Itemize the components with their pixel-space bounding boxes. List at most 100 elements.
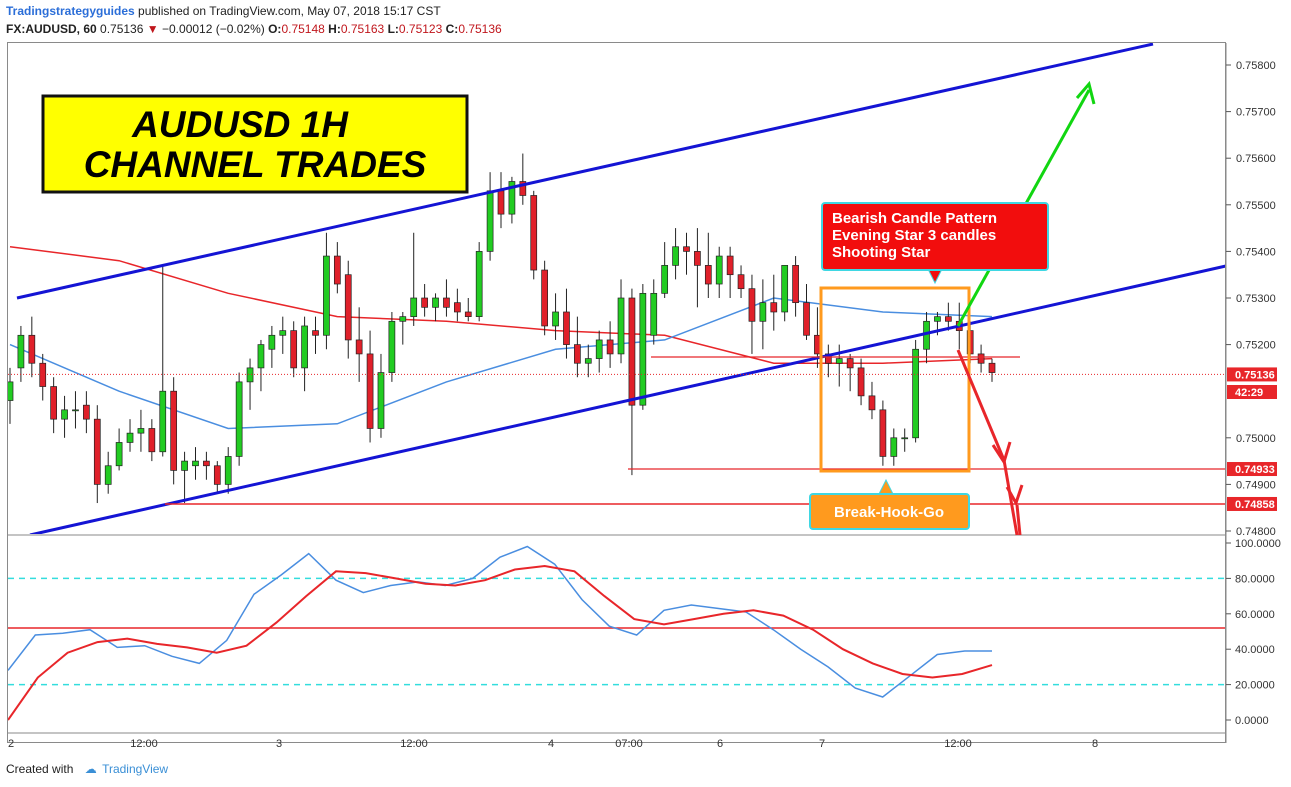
bull-candle: [388, 320, 396, 373]
title-line-1: AUDUSD 1H: [131, 104, 349, 145]
down-arrow-line: [1015, 504, 1022, 536]
bear-candle: [28, 334, 36, 364]
tradingview-logo-icon[interactable]: ☁: [84, 762, 97, 776]
bull-candle: [835, 358, 843, 364]
low-label: L:: [387, 22, 399, 36]
bull-candle: [661, 265, 669, 294]
bull-candle: [759, 302, 767, 322]
bear-candle: [748, 288, 756, 322]
bull-candle: [115, 442, 123, 467]
bull-candle: [159, 390, 167, 453]
bull-candle: [137, 428, 145, 434]
bull-candle: [584, 358, 592, 364]
bear-candle: [355, 339, 363, 355]
close-label: C:: [445, 22, 459, 36]
bull-candle: [432, 297, 439, 308]
time-tick-label: 12:00: [400, 738, 428, 750]
bull-candle: [508, 181, 516, 215]
bear-candle: [737, 274, 745, 290]
bear-candle: [726, 255, 734, 276]
bull-candle: [650, 292, 658, 336]
bull-candle: [912, 348, 919, 439]
open-value: 0.75148: [281, 22, 325, 36]
down-arrow-head-icon: [1005, 484, 1024, 507]
bull-candle: [781, 265, 789, 313]
price-tick-label: 0.75500: [1236, 200, 1276, 212]
bull-candle: [235, 381, 243, 457]
bear-candle: [574, 344, 581, 364]
bearish-pattern-label: [821, 202, 1049, 271]
bear-candle: [344, 274, 352, 341]
price-tag: [1227, 385, 1277, 399]
channel-upper-line: [16, 43, 1154, 300]
bear-candle: [868, 395, 876, 411]
bear-candle: [846, 358, 854, 369]
up-arrow-head-icon: [1075, 80, 1096, 105]
bear-candle: [443, 297, 450, 308]
bear-candle: [83, 404, 90, 420]
bull-candle: [595, 339, 603, 359]
osc-tick-label: 100.0000: [1235, 538, 1281, 550]
bear-candle: [497, 190, 505, 215]
price-tag: [1227, 367, 1277, 382]
price-tick-label: 0.74800: [1236, 526, 1276, 538]
down-arrow-head-icon: [991, 441, 1012, 466]
bear-candle: [770, 302, 778, 313]
bull-candle: [323, 255, 330, 336]
bear-candle: [203, 460, 210, 467]
bear-candle: [606, 339, 614, 355]
bear-candle: [803, 302, 810, 336]
price-tick-label: 0.75200: [1236, 340, 1276, 352]
bull-candle: [475, 251, 483, 317]
down-triangle-icon: ▼: [146, 22, 159, 36]
created-with-text: Created with: [6, 762, 74, 776]
bull-candle: [934, 316, 941, 322]
osc-tick-label: 60.0000: [1235, 609, 1275, 621]
bear-candle: [977, 353, 985, 364]
last-price: 0.75136: [100, 22, 144, 36]
author-link[interactable]: Tradingstrategyguides: [6, 4, 135, 18]
low-value: 0.75123: [398, 22, 443, 36]
symbol-header: FX:AUDUSD, 60 0.75136 ▼ −0.00012 (−0.02%…: [6, 22, 502, 36]
time-tick-label: 12:00: [130, 738, 158, 750]
bull-candle: [8, 381, 14, 401]
oscillator-line-2: [8, 564, 993, 721]
bull-candle: [17, 334, 25, 369]
bear-candle: [213, 465, 221, 485]
price-tag: [1227, 496, 1277, 511]
price-tag-label: 42:29: [1235, 387, 1263, 399]
high-value: 0.75163: [340, 22, 385, 36]
bearish-label-line: Evening Star 3 candles: [832, 227, 996, 244]
time-tick-label: 7: [819, 738, 825, 750]
bear-candle: [421, 297, 428, 308]
price-tick-label: 0.75300: [1236, 293, 1276, 305]
price-tick-label: 0.75600: [1236, 153, 1276, 165]
high-label: H:: [328, 22, 341, 36]
open-label: O:: [268, 22, 282, 36]
title-line-2: CHANNEL TRADES: [84, 144, 427, 185]
price-tick-label: 0.75700: [1236, 107, 1276, 119]
bear-candle: [93, 418, 101, 485]
price-change: −0.00012 (−0.02%): [162, 22, 265, 36]
tradingview-link[interactable]: TradingView: [102, 762, 169, 776]
time-tick-label: 6: [717, 738, 723, 750]
symbol-label: FX:AUDUSD, 60: [6, 22, 97, 36]
bull-candle: [268, 334, 276, 350]
bull-candle: [301, 325, 308, 369]
bull-candle: [639, 292, 647, 406]
osc-tick-label: 80.0000: [1235, 573, 1275, 585]
bearish-label-line: Shooting Star: [832, 244, 930, 261]
price-tag-label: 0.74858: [1235, 499, 1275, 511]
bull-candle: [552, 311, 559, 327]
footer: Created with ☁ TradingView: [6, 762, 168, 776]
bull-candle: [279, 330, 287, 336]
bear-candle: [530, 195, 538, 271]
price-tag-label: 0.74933: [1235, 464, 1275, 476]
bear-candle: [704, 265, 712, 285]
published-text: published on TradingView.com, May 07, 20…: [134, 4, 441, 18]
bear-candle: [290, 330, 298, 369]
bear-candle: [39, 362, 47, 387]
bear-candle: [464, 311, 472, 317]
oscillator-line-1: [8, 545, 992, 698]
